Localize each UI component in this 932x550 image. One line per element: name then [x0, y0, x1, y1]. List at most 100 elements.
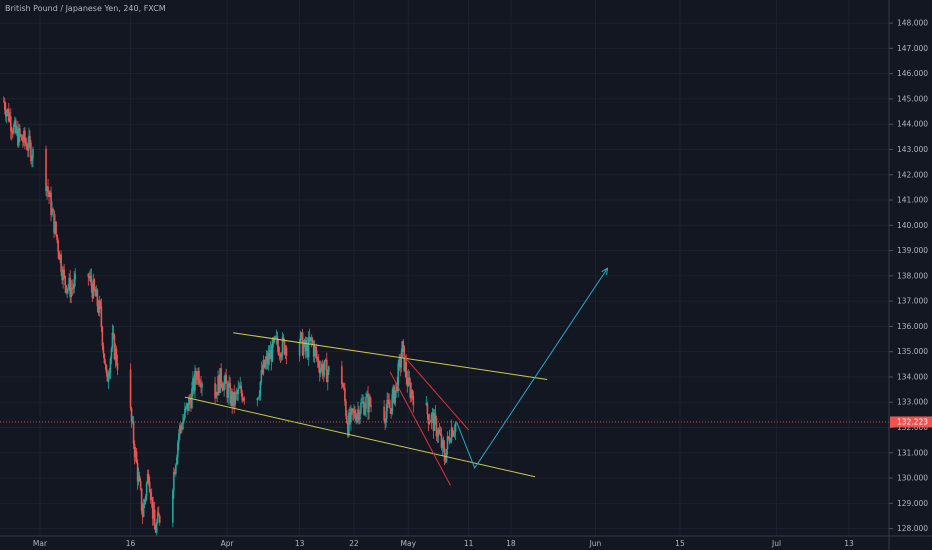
candle-body[interactable] [59, 254, 61, 260]
candle-body[interactable] [25, 141, 27, 144]
candle-body[interactable] [139, 481, 142, 489]
candle-body[interactable] [9, 116, 11, 122]
candle-body[interactable] [107, 377, 110, 382]
candle-body[interactable] [157, 512, 160, 516]
candle-body[interactable] [71, 287, 73, 289]
candle-body[interactable] [389, 407, 391, 409]
candle-body[interactable] [310, 337, 313, 340]
candle-body[interactable] [401, 341, 404, 358]
candle-body[interactable] [266, 356, 269, 365]
candle-body[interactable] [306, 343, 309, 358]
candle-body[interactable] [97, 306, 100, 314]
candle-body[interactable] [440, 434, 443, 448]
candle-body[interactable] [355, 417, 357, 422]
candle-body[interactable] [20, 135, 22, 136]
drawing-annotations[interactable] [184, 267, 609, 486]
candle-body[interactable] [238, 387, 241, 389]
candle-body[interactable] [57, 240, 59, 252]
candle-body[interactable] [410, 390, 413, 398]
candle-body[interactable] [428, 421, 431, 424]
candle-body[interactable] [308, 336, 311, 341]
candle-body[interactable] [148, 481, 151, 492]
candle-body[interactable] [189, 397, 191, 401]
candle-body[interactable] [435, 418, 438, 437]
candle-body[interactable] [448, 437, 451, 442]
candle-body[interactable] [151, 496, 154, 519]
candle-body[interactable] [27, 149, 29, 151]
candle-body[interactable] [219, 368, 221, 393]
candle-body[interactable] [314, 346, 317, 351]
candle-body[interactable] [452, 433, 455, 437]
candle-body[interactable] [49, 192, 51, 197]
candle-body[interactable] [16, 128, 18, 134]
candle-body[interactable] [304, 340, 307, 352]
candle-body[interactable] [383, 406, 385, 421]
candle-body[interactable] [454, 422, 457, 432]
candle-body[interactable] [326, 372, 329, 383]
candle-body[interactable] [66, 289, 68, 293]
trend-line[interactable] [184, 396, 536, 478]
candle-body[interactable] [321, 364, 324, 376]
candle-body[interactable] [146, 473, 149, 484]
candle-body[interactable] [350, 408, 352, 423]
candle-body[interactable] [367, 394, 369, 413]
candle-body[interactable] [133, 443, 136, 458]
candle-body[interactable] [312, 343, 315, 357]
candle-body[interactable] [153, 509, 156, 530]
candle-body[interactable] [222, 387, 224, 391]
candle-body[interactable] [438, 429, 441, 434]
candle-body[interactable] [13, 124, 15, 134]
candle-body[interactable] [154, 529, 157, 533]
candle-body[interactable] [441, 440, 444, 448]
candle-body[interactable] [325, 359, 328, 383]
candle-body[interactable] [363, 401, 365, 415]
candle-body[interactable] [436, 435, 439, 437]
candle-body[interactable] [50, 192, 52, 216]
candle-body[interactable] [192, 378, 194, 389]
candle-body[interactable] [17, 128, 19, 146]
candle-body[interactable] [96, 289, 99, 307]
candle-body[interactable] [98, 301, 101, 314]
candle-body[interactable] [15, 120, 17, 134]
candle-body[interactable] [324, 359, 327, 361]
candle-body[interactable] [221, 383, 223, 388]
candle-body[interactable] [232, 391, 234, 406]
candle-body[interactable] [134, 451, 137, 458]
candle-body[interactable] [54, 221, 56, 234]
candle-body[interactable] [301, 332, 304, 356]
trend-line[interactable] [233, 332, 548, 380]
candlestick-series[interactable] [2, 96, 457, 536]
candle-body[interactable] [51, 209, 53, 216]
candle-body[interactable] [392, 386, 394, 395]
candle-body[interactable] [65, 285, 67, 293]
candle-body[interactable] [430, 414, 433, 423]
candle-body[interactable] [439, 433, 442, 435]
candle-body[interactable] [444, 460, 447, 462]
candle-body[interactable] [90, 276, 93, 286]
candle-body[interactable] [316, 358, 319, 361]
candle-body[interactable] [28, 135, 30, 150]
candle-body[interactable] [186, 403, 188, 407]
candle-body[interactable] [184, 408, 186, 418]
candle-body[interactable] [95, 289, 98, 297]
candle-body[interactable] [345, 401, 347, 416]
candle-body[interactable] [270, 349, 273, 362]
candle-body[interactable] [265, 356, 268, 363]
candle-body[interactable] [271, 339, 274, 362]
candle-body[interactable] [442, 440, 445, 448]
candle-body[interactable] [100, 306, 103, 328]
candle-body[interactable] [181, 427, 183, 430]
trend-line[interactable] [401, 353, 470, 431]
candle-body[interactable] [114, 348, 117, 360]
candle-body[interactable] [284, 347, 287, 354]
candle-body[interactable] [361, 402, 363, 404]
candle-body[interactable] [280, 355, 283, 358]
candle-body[interactable] [426, 403, 429, 415]
candle-body[interactable] [352, 408, 354, 413]
trend-line[interactable] [389, 371, 451, 486]
candle-body[interactable] [228, 383, 230, 386]
candle-body[interactable] [116, 362, 119, 370]
candle-body[interactable] [145, 483, 148, 497]
candle-body[interactable] [106, 372, 109, 382]
